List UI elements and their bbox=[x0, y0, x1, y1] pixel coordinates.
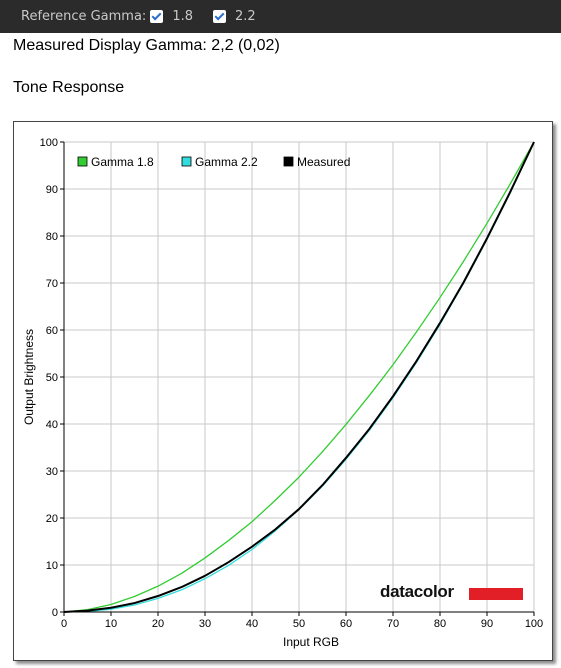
datacolor-logo: datacolor bbox=[380, 582, 523, 601]
chart-axes: 0 10 20 30 40 50 60 70 80 90 100 0 10 20 30 40 50 60 70 80 9… bbox=[40, 137, 544, 630]
section-title: Tone Response bbox=[13, 79, 125, 96]
series-line-0 bbox=[63, 141, 535, 613]
legend-swatch-0 bbox=[77, 156, 88, 167]
gamma-2-2-checkbox[interactable] bbox=[213, 10, 226, 23]
x-tick-label: 20 bbox=[152, 618, 164, 630]
y-tick-label: 100 bbox=[40, 137, 58, 149]
reference-gamma-toolbar: Reference Gamma: 1.8 2.2 bbox=[0, 0, 561, 33]
x-tick-label: 60 bbox=[340, 618, 352, 630]
y-tick-label: 20 bbox=[46, 513, 58, 525]
legend-label-1: Gamma 2.2 bbox=[195, 155, 258, 169]
chart-legend: Gamma 1.8 Gamma 2.2 Measured bbox=[77, 155, 350, 169]
x-tick-label: 40 bbox=[246, 618, 258, 630]
gamma-2-2-label[interactable]: 2.2 bbox=[235, 9, 256, 24]
y-tick-label: 30 bbox=[46, 466, 58, 478]
x-tick-label: 0 bbox=[61, 618, 67, 630]
x-tick-label: 70 bbox=[387, 618, 399, 630]
measured-gamma-text: Measured Display Gamma: 2,2 (0,02) bbox=[13, 37, 280, 54]
x-tick-label: 80 bbox=[434, 618, 446, 630]
y-tick-label: 80 bbox=[46, 231, 58, 243]
y-tick-label: 50 bbox=[46, 372, 58, 384]
x-tick-label: 50 bbox=[293, 618, 305, 630]
y-tick-label: 70 bbox=[46, 278, 58, 290]
y-tick-label: 0 bbox=[52, 607, 58, 619]
y-tick-label: 40 bbox=[46, 419, 58, 431]
x-tick-label: 10 bbox=[105, 618, 117, 630]
x-tick-label: 90 bbox=[481, 618, 493, 630]
legend-label-2: Measured bbox=[297, 155, 350, 169]
chart-svg: 0 10 20 30 40 50 60 70 80 90 100 0 10 20 30 40 50 60 70 80 9… bbox=[22, 137, 544, 649]
chart-series bbox=[63, 141, 535, 613]
chart-grid bbox=[63, 141, 535, 613]
gamma-1-8-checkbox[interactable] bbox=[150, 10, 164, 23]
reference-gamma-label: Reference Gamma: bbox=[21, 9, 147, 24]
tone-response-chart: 0 10 20 30 40 50 60 70 80 90 100 0 10 20 30 40 50 60 70 80 9… bbox=[13, 121, 553, 661]
legend-swatch-2 bbox=[283, 156, 294, 167]
x-axis-label: Input RGB bbox=[283, 635, 339, 649]
legend-label-0: Gamma 1.8 bbox=[91, 155, 154, 169]
y-axis-label: Output Brightness bbox=[22, 329, 36, 425]
logo-bar bbox=[469, 588, 523, 600]
y-tick-label: 90 bbox=[46, 184, 58, 196]
x-tick-label: 100 bbox=[525, 618, 543, 630]
y-tick-label: 60 bbox=[46, 325, 58, 337]
logo-text: datacolor bbox=[380, 582, 455, 601]
legend-swatch-1 bbox=[181, 156, 192, 167]
gamma-1-8-label[interactable]: 1.8 bbox=[172, 9, 193, 24]
x-tick-label: 30 bbox=[199, 618, 211, 630]
series-line-2 bbox=[63, 141, 535, 613]
y-tick-label: 10 bbox=[46, 560, 58, 572]
